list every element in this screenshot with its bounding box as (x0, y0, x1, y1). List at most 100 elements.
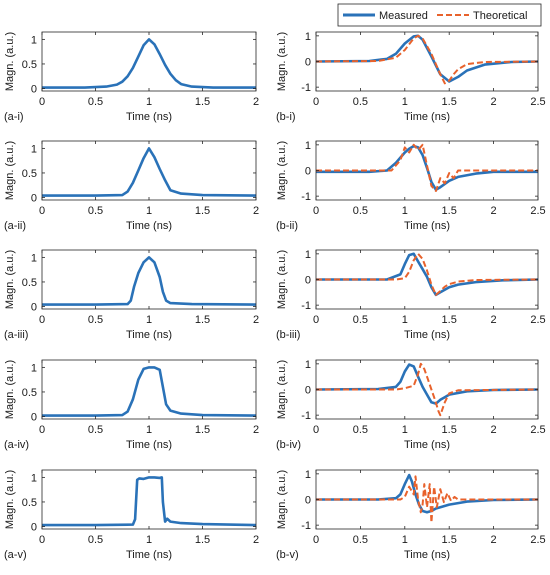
y-tick-label: 1 (31, 362, 37, 374)
x-tick-label: 0.5 (88, 534, 103, 546)
x-tick-label: 2 (253, 534, 259, 546)
y-tick-label: 1 (305, 359, 311, 371)
x-tick-label: 0.5 (88, 205, 103, 217)
measured-series-line (316, 144, 538, 191)
y-axis-label: Magn. (a.u.) (4, 470, 16, 529)
measured-series-line (42, 366, 257, 417)
axes-box (41, 359, 257, 420)
x-tick-label: 1 (146, 534, 152, 546)
measured-series-line (42, 38, 256, 89)
measured-series-line (315, 363, 539, 405)
y-axis-label: Magn. (a.u.) (276, 470, 288, 529)
measured-series-line (42, 147, 257, 197)
y-axis-label: Magn. (a.u.) (4, 32, 16, 91)
x-tick-label: 0 (39, 314, 45, 326)
x-tick-label: 0.5 (353, 424, 368, 436)
x-tick-label: 0 (39, 424, 45, 436)
x-axis-label: Time (ns) (126, 439, 172, 451)
x-tick-label: 0 (39, 96, 45, 108)
y-tick-label: -1 (301, 410, 311, 422)
x-tick-label: 1.5 (442, 314, 457, 326)
x-axis-label: Time (ns) (404, 439, 450, 451)
y-tick-label: 1 (305, 31, 311, 43)
y-tick-label: -1 (301, 300, 311, 312)
x-axis-label: Time (ns) (404, 220, 450, 232)
panel-label: (a-v) (4, 549, 27, 561)
x-tick-label: 1 (146, 314, 152, 326)
panel-a-v: 0 0.5 1 1.5 2 0 0.5 1 Time (ns) Magn. (a.u.) (a-v) (4, 469, 259, 561)
x-tick-label: 0 (39, 205, 45, 217)
x-tick-label: 2.5 (530, 424, 545, 436)
legend-theoretical-label: Theoretical (473, 10, 527, 22)
x-tick-label: 1.5 (195, 96, 210, 108)
measured-series-line (316, 473, 539, 514)
x-tick-label: 2 (253, 424, 259, 436)
panels: 0 0.5 1 1.5 2 0 0.5 1 Time (ns) Magn. (a.u.) (a-i)… (4, 31, 546, 561)
x-tick-label: 0.5 (353, 205, 368, 217)
measured-series-line (315, 34, 539, 83)
x-tick-label: 0.5 (353, 96, 368, 108)
y-tick-label: 0.5 (22, 387, 37, 399)
y-tick-label: 0.5 (22, 277, 37, 289)
y-tick-label: 1 (31, 252, 37, 264)
panel-label: (a-iv) (4, 439, 29, 451)
x-tick-label: 1 (402, 424, 408, 436)
y-tick-label: 0 (305, 495, 311, 507)
theoretical-series-line (316, 362, 539, 417)
y-tick-label: 0 (305, 275, 311, 287)
x-tick-label: 0 (313, 424, 319, 436)
theoretical-series-line (316, 143, 538, 192)
theoretical-series-line (316, 475, 538, 524)
panel-label: (b-iii) (276, 329, 300, 341)
x-tick-label: 1.5 (195, 205, 210, 217)
x-tick-label: 0.5 (88, 424, 103, 436)
panel-a-ii: 0 0.5 1 1.5 2 0 0.5 1 Time (ns) Magn. (a.u.) (a-ii… (4, 140, 259, 232)
panel-label: (b-iv) (276, 439, 301, 451)
y-tick-label: 0 (305, 166, 311, 178)
x-tick-label: 2 (253, 205, 259, 217)
x-tick-label: 1 (402, 534, 408, 546)
x-tick-label: 2.5 (530, 96, 545, 108)
x-tick-label: 1 (402, 96, 408, 108)
x-tick-label: 1.5 (442, 424, 457, 436)
y-axis-label: Magn. (a.u.) (276, 32, 288, 91)
y-tick-label: 1 (31, 472, 37, 484)
x-tick-label: 1 (146, 424, 152, 436)
x-tick-label: 0.5 (88, 96, 103, 108)
x-axis-label: Time (ns) (404, 111, 450, 123)
x-tick-label: 2 (491, 205, 497, 217)
panel-a-iv: 0 0.5 1 1.5 2 0 0.5 1 Time (ns) Magn. (a.u.) (a-iv… (4, 359, 259, 451)
y-tick-label: 0.5 (22, 168, 37, 180)
x-tick-label: 0 (39, 534, 45, 546)
panel-label: (b-i) (276, 111, 296, 123)
legend-measured-label: Measured (379, 10, 428, 22)
panel-label: (a-iii) (4, 329, 28, 341)
y-tick-label: 1 (31, 34, 37, 46)
measured-series-line (42, 256, 257, 306)
axes-box (41, 469, 257, 530)
y-tick-label: 1 (31, 143, 37, 155)
y-axis-label: Magn. (a.u.) (4, 141, 16, 200)
y-tick-label: 1 (305, 469, 311, 481)
y-tick-label: 0 (31, 522, 37, 534)
theoretical-series-line (316, 252, 539, 296)
y-axis-label: Magn. (a.u.) (276, 360, 288, 419)
x-tick-label: 0 (313, 96, 319, 108)
y-axis-label: Magn. (a.u.) (4, 250, 16, 309)
y-tick-label: 1 (305, 140, 311, 152)
y-tick-label: 0 (305, 57, 311, 69)
panel-label: (a-i) (4, 111, 24, 123)
y-tick-label: 0.5 (22, 59, 37, 71)
measured-series-line (316, 252, 539, 297)
legend: Measured Theoretical (337, 3, 542, 27)
theoretical-series-line (315, 34, 539, 85)
x-tick-label: 1.5 (442, 534, 457, 546)
x-tick-label: 2 (491, 424, 497, 436)
panel-a-iii: 0 0.5 1 1.5 2 0 0.5 1 Time (ns) Magn. (a.u.) (a-ii… (4, 249, 259, 341)
x-axis-label: Time (ns) (126, 549, 172, 561)
x-tick-label: 1.5 (442, 205, 457, 217)
y-tick-label: -1 (301, 82, 311, 94)
panel-label: (b-ii) (276, 220, 298, 232)
x-tick-label: 2.5 (530, 534, 545, 546)
